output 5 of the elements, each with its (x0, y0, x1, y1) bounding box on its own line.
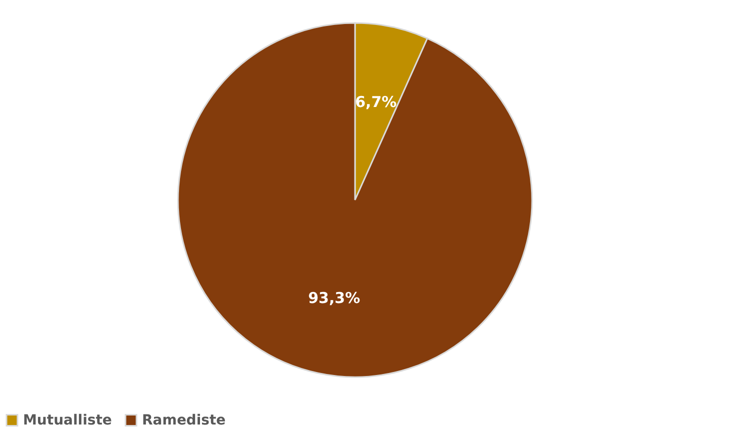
legend-label: Ramediste (142, 412, 226, 428)
data-label: 6,7% (355, 93, 397, 112)
pie-slice (177, 22, 533, 378)
data-label: 93,3% (308, 288, 360, 307)
legend-label: Mutualliste (23, 412, 112, 428)
